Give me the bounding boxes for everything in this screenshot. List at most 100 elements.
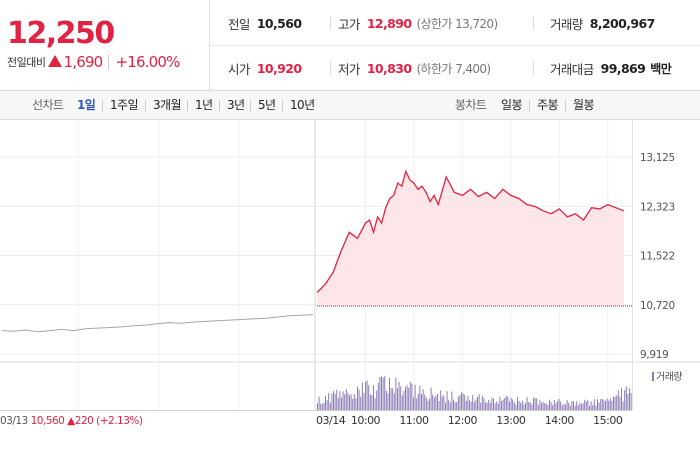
- volume-bar: [389, 378, 390, 410]
- volume-bar: [395, 377, 397, 410]
- tab-monthly-candle[interactable]: 월봉: [573, 98, 594, 112]
- volume-bar: [403, 390, 405, 410]
- open-value: 10,920: [256, 60, 302, 76]
- volume-bar: [453, 399, 454, 410]
- volume-bar: [373, 385, 374, 410]
- volume-bar: [558, 398, 560, 410]
- volume-bar: [579, 402, 581, 410]
- tab-3months[interactable]: 3개월: [153, 98, 182, 112]
- volume-bar: [377, 382, 379, 410]
- volume-bar: [622, 401, 624, 410]
- volume-bar: [576, 401, 578, 410]
- line-chart-title: 선차트: [32, 98, 64, 112]
- volume-bar: [541, 403, 542, 410]
- quote-row-divider: [210, 45, 700, 46]
- volume-bar: [528, 402, 530, 410]
- stat-divider: [330, 61, 331, 75]
- volume-bar: [561, 405, 563, 410]
- tab-divider: [529, 100, 530, 111]
- volume-bar: [494, 403, 496, 410]
- volume-bar: [400, 386, 402, 410]
- intraday-chart[interactable]: 13,125 12,323 11,522 10,720 9,919 거래량 03/13 …: [0, 120, 700, 450]
- volume-bar: [358, 389, 360, 410]
- volume-bar: [587, 400, 589, 410]
- period-tabs: 선차트 1일 1주일 3개월 1년 3년 5년 10년 봉차트 일봉 주봉 월봉: [0, 91, 700, 120]
- volume-bar: [550, 402, 552, 410]
- volume-bar: [574, 405, 576, 410]
- volume-bar: [629, 388, 630, 410]
- y-tick-label: 9,919: [640, 349, 669, 361]
- prev-day-info: 03/13 10,560 ▲220 (+2.13%): [0, 415, 143, 427]
- tab-5years[interactable]: 5년: [258, 98, 276, 112]
- stat-open: 시가 10,920: [228, 58, 302, 78]
- y-axis-ticks: 13,125 12,323 11,522 10,720 9,919: [640, 152, 675, 361]
- stat-trade-value: 거래대금 99,869 백만: [550, 58, 672, 78]
- volume-bar: [605, 401, 606, 410]
- today-area-fill: [317, 171, 624, 306]
- volume-bar: [592, 405, 594, 410]
- stat-high: 고가 12,890 (상한가 13,720): [338, 13, 498, 33]
- volume-bar: [473, 402, 475, 410]
- volume-bar: [422, 389, 424, 410]
- tab-1week[interactable]: 1주일: [110, 98, 139, 112]
- volume-bar: [568, 402, 570, 410]
- volume-bar: [405, 387, 406, 410]
- volume-bar: [585, 401, 587, 410]
- volume-bar: [504, 397, 506, 410]
- volume-bar: [545, 403, 547, 410]
- y-tick-label: 11,522: [640, 251, 675, 263]
- volume-bar: [445, 402, 446, 410]
- tab-divider: [145, 100, 146, 111]
- tab-10years[interactable]: 10년: [290, 98, 315, 112]
- volume-bar: [333, 391, 334, 410]
- volume-bar: [347, 393, 349, 410]
- volume-bar: [515, 404, 517, 410]
- volume-bar: [318, 396, 320, 410]
- volume-bar: [475, 399, 477, 410]
- volume-bar: [553, 400, 555, 410]
- volume-bar: [385, 390, 387, 410]
- volume-bar: [571, 401, 573, 410]
- volume-bar: [491, 397, 493, 410]
- volume-bar: [350, 394, 352, 410]
- tab-weekly-candle[interactable]: 주봉: [537, 98, 558, 112]
- up-arrow-icon: [48, 55, 63, 67]
- volume-bar: [457, 396, 459, 410]
- volume-bar: [461, 392, 462, 410]
- volume-bar: [613, 396, 614, 410]
- volume-bar: [584, 399, 586, 410]
- volume-bar: [437, 394, 438, 410]
- volume-bar: [424, 394, 426, 410]
- volume-bar: [401, 395, 403, 410]
- tab-1year[interactable]: 1년: [195, 98, 213, 112]
- price-box: 12,250 전일대비 1,690 +16.00%: [0, 0, 210, 91]
- volume-bar: [593, 399, 595, 410]
- volume-bar: [397, 388, 398, 410]
- volume-value: 8,200,967: [589, 15, 656, 31]
- tab-daily-candle[interactable]: 일봉: [501, 98, 522, 112]
- volume-bar: [467, 396, 469, 410]
- volume-bar: [507, 396, 509, 410]
- volume-bar: [435, 395, 437, 410]
- volume-bar: [557, 401, 558, 410]
- volume-bar: [501, 400, 502, 410]
- volume-bar: [355, 398, 357, 410]
- volume-bar: [345, 389, 347, 410]
- volume-bar: [597, 399, 598, 410]
- volume-bar: [509, 401, 510, 410]
- volume-bar: [472, 395, 474, 410]
- volume-bar: [523, 404, 525, 410]
- candle-chart-title: 봉차트: [455, 98, 487, 112]
- volume-bar: [342, 391, 344, 410]
- tab-1day[interactable]: 1일: [77, 98, 96, 112]
- volume-bar: [470, 401, 472, 410]
- x-date-label: 03/14: [316, 414, 346, 427]
- volume-bar: [595, 405, 597, 410]
- volume-bar: [459, 394, 461, 410]
- volume-label: 거래량: [550, 16, 583, 32]
- volume-bar: [352, 398, 354, 410]
- tab-3years[interactable]: 3년: [227, 98, 245, 112]
- volume-bar: [617, 390, 619, 410]
- volume-bar: [413, 397, 414, 410]
- volume-bar: [464, 394, 466, 410]
